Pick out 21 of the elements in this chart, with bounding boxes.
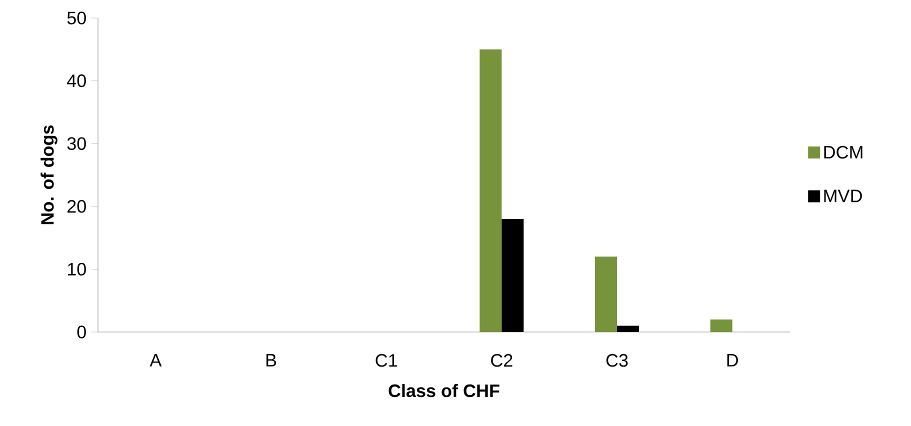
y-tick-label: 10 bbox=[68, 262, 86, 276]
bar bbox=[710, 319, 732, 332]
x-tick-label: C2 bbox=[491, 354, 512, 367]
bar bbox=[480, 49, 502, 332]
x-tick-label: A bbox=[150, 354, 162, 366]
legend-label: DCM bbox=[824, 146, 862, 159]
y-tick-label: 0 bbox=[77, 326, 86, 338]
bar bbox=[617, 326, 639, 332]
x-axis-title: Class of CHF bbox=[388, 384, 500, 398]
x-tick-label: D bbox=[727, 354, 738, 366]
bar bbox=[502, 218, 524, 332]
x-tick-label: C3 bbox=[606, 354, 628, 367]
y-tick-label: 20 bbox=[68, 200, 86, 213]
y-tick-label: 50 bbox=[67, 12, 86, 24]
bar bbox=[594, 256, 617, 332]
x-tick-label: B bbox=[266, 354, 276, 366]
legend-label: MVD bbox=[824, 190, 862, 202]
x-tick-label: C1 bbox=[376, 354, 397, 367]
y-axis-title: No. of dogs bbox=[40, 125, 58, 224]
y-tick-label: 40 bbox=[67, 74, 86, 88]
y-tick-label: 30 bbox=[67, 137, 86, 150]
